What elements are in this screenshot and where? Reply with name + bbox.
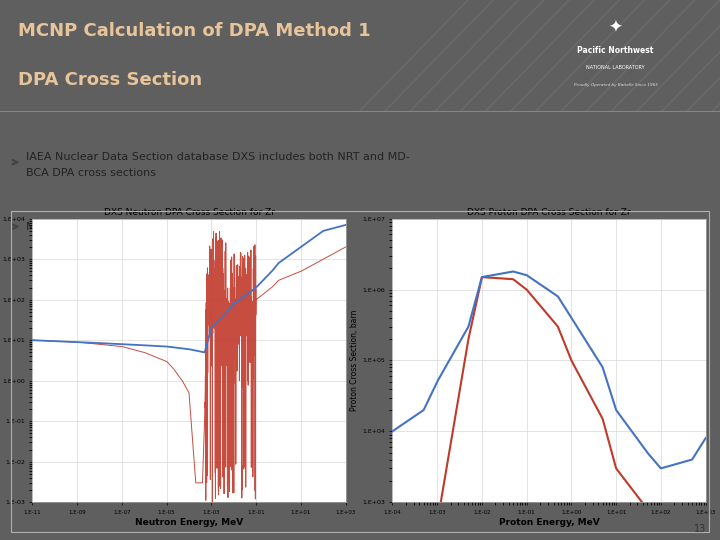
Zr NRT proton [624,424,633,430]
Text: IAEA Nuclear Data Section database DXS includes both NRT and MD-: IAEA Nuclear Data Section database DXS i… [26,152,410,162]
Zr BC neutron [332,249,341,255]
Zr NRT neutron [48,338,56,344]
Zr BC proton [635,496,644,502]
Zr NRT proton [701,435,710,441]
Text: ✦: ✦ [608,18,623,36]
Zr NRT neutron [28,337,37,343]
Zr NRT proton [444,360,452,366]
Line: Zr NRT neutron: Zr NRT neutron [32,225,346,353]
Title: DXS Neutron DPA Cross Section for Zr: DXS Neutron DPA Cross Section for Zr [104,207,274,217]
Zr BC proton [591,403,600,409]
Line: Zr NRT proton: Zr NRT proton [392,272,706,468]
Zr BC neutron [341,244,350,250]
Zr BC neutron [28,337,37,343]
Line: Zr BC neutron: Zr BC neutron [32,232,346,502]
Zr BC proton [503,275,511,282]
Zr BC proton [433,521,441,527]
Zr NRT neutron [298,242,307,249]
Zr BC neutron [208,498,217,505]
Zr BC proton [701,536,710,540]
Text: NATIONAL LABORATORY: NATIONAL LABORATORY [586,65,645,70]
Text: DPA Cross Section: DPA Cross Section [18,71,202,89]
Zr NRT neutron [200,349,209,356]
Line: Zr BC proton: Zr BC proton [437,277,706,539]
Zr NRT proton [469,307,477,313]
Title: DXS Proton DPA Cross Section for Zr: DXS Proton DPA Cross Section for Zr [467,207,631,217]
Zr BC neutron [160,357,168,363]
Zr NRT neutron [341,222,350,228]
Zr NRT neutron [228,302,237,309]
Text: MCNP Calculation of DPA Method 1: MCNP Calculation of DPA Method 1 [18,22,371,40]
Zr NRT proton [598,363,606,370]
Text: Proudly Operated by Battelle Since 1965: Proudly Operated by Battelle Since 1965 [574,83,657,87]
Text: BCA DPA cross sections: BCA DPA cross sections [26,168,156,178]
Zr BC proton [477,274,486,280]
Text: MD-BCA DPA are substantially lower than NRT: MD-BCA DPA are substantially lower than … [26,221,281,232]
Text: 13: 13 [694,524,706,534]
X-axis label: Proton Energy, MeV: Proton Energy, MeV [499,518,599,526]
Zr BC neutron [256,293,264,300]
Zr BC neutron [210,228,218,235]
Zr NRT neutron [210,321,219,328]
Zr BC proton [481,274,490,281]
Y-axis label: Proton Cross Section, barn: Proton Cross Section, barn [350,310,359,411]
Zr NRT proton [509,268,518,275]
Zr NRT neutron [219,313,228,319]
Zr NRT proton [657,465,665,471]
Zr BC proton [613,466,621,472]
Zr BC neutron [177,376,186,382]
X-axis label: Neutron Energy, MeV: Neutron Energy, MeV [135,518,243,526]
Text: Pacific Northwest: Pacific Northwest [577,46,654,55]
Zr BC neutron [316,258,325,264]
Zr NRT proton [531,278,539,284]
Zr NRT proton [573,324,582,330]
Zr NRT proton [388,428,397,435]
Zr BC proton [688,536,696,540]
Zr NRT neutron [266,269,274,276]
Zr BC proton [554,326,563,333]
Zr BC neutron [162,358,171,365]
